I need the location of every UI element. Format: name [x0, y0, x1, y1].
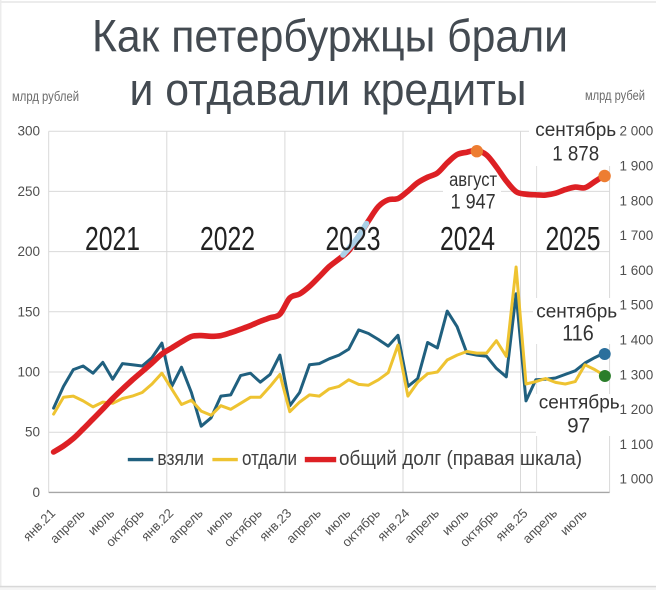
svg-text:сентябрь: сентябрь [536, 301, 617, 322]
svg-text:1 100: 1 100 [620, 437, 654, 452]
svg-text:300: 300 [17, 124, 40, 139]
svg-text:2024: 2024 [440, 221, 495, 258]
svg-text:1 400: 1 400 [620, 333, 654, 348]
svg-text:2 000: 2 000 [620, 124, 654, 139]
svg-text:Как петербуржцы брали: Как петербуржцы брали [92, 11, 568, 62]
svg-text:сентябрь: сентябрь [535, 120, 616, 141]
svg-text:1 878: 1 878 [552, 142, 599, 165]
svg-text:250: 250 [17, 184, 40, 199]
svg-text:0: 0 [32, 485, 40, 500]
svg-text:2022: 2022 [200, 221, 255, 258]
svg-text:отдали: отдали [242, 448, 297, 470]
svg-text:2025: 2025 [546, 221, 601, 258]
svg-text:116: 116 [562, 320, 594, 345]
svg-text:2021: 2021 [85, 221, 140, 258]
svg-text:50: 50 [25, 425, 40, 440]
svg-text:1 000: 1 000 [620, 472, 654, 487]
svg-text:1 947: 1 947 [451, 190, 496, 213]
svg-text:97: 97 [567, 414, 590, 437]
svg-text:взяли: взяли [157, 448, 204, 470]
svg-text:1 300: 1 300 [620, 367, 654, 382]
svg-text:1 700: 1 700 [620, 228, 654, 243]
svg-text:и отдавали кредиты: и отдавали кредиты [130, 64, 527, 115]
svg-text:1 500: 1 500 [620, 298, 654, 313]
svg-text:1 200: 1 200 [620, 402, 654, 417]
svg-text:150: 150 [17, 304, 40, 319]
svg-text:1 600: 1 600 [620, 263, 654, 278]
svg-text:млрд рубей: млрд рубей [585, 88, 645, 103]
svg-text:млрд рублей: млрд рублей [12, 89, 79, 104]
svg-text:сентябрь: сентябрь [539, 393, 620, 414]
svg-text:август: август [449, 170, 497, 191]
svg-text:100: 100 [17, 365, 40, 380]
svg-text:общий долг (правая шкала): общий долг (правая шкала) [339, 448, 582, 470]
svg-text:1 900: 1 900 [620, 159, 654, 174]
svg-text:1 800: 1 800 [620, 193, 654, 208]
svg-text:2023: 2023 [326, 221, 381, 258]
svg-text:200: 200 [17, 244, 40, 259]
